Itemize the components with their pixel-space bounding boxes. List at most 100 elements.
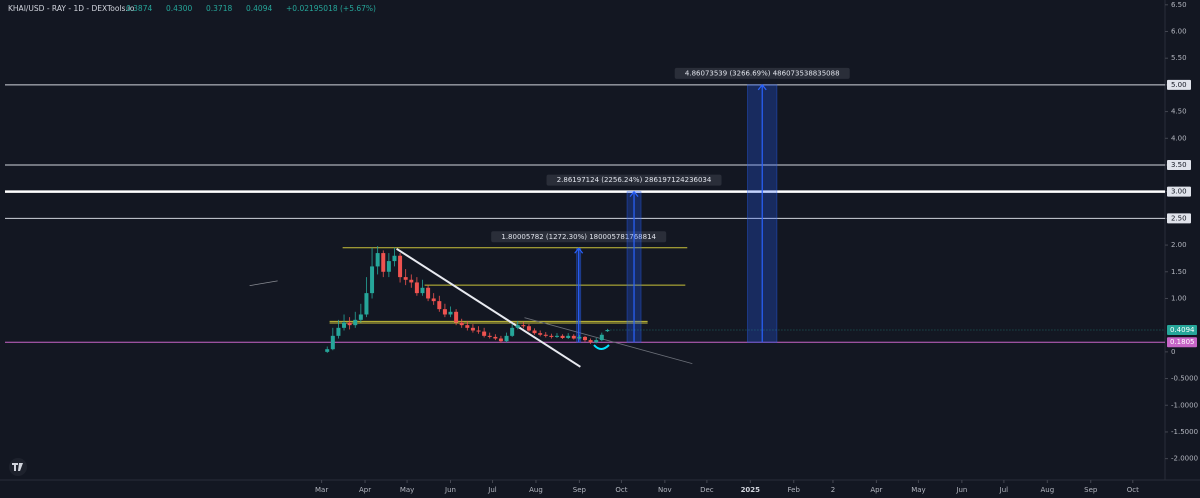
y-tick-label: 6.50	[1171, 1, 1187, 9]
candle-body	[459, 322, 464, 326]
x-tick-label: Mar	[315, 486, 328, 494]
logo-badge	[9, 458, 27, 476]
y-tick-badge	[1167, 79, 1191, 90]
symbol: KHAI/USD - RAY - 1D - DEXTools.io	[8, 4, 135, 13]
x-tick-label: Jul	[999, 486, 1009, 494]
y-tick-label: 2.50	[1171, 214, 1187, 222]
candle-body	[409, 279, 414, 283]
candle-body	[566, 335, 571, 338]
candle-body	[526, 326, 531, 331]
x-tick-label: Nov	[658, 486, 672, 494]
x-tick-label: 2	[831, 486, 835, 494]
x-tick-label: Jun	[955, 486, 967, 494]
candle-body	[448, 311, 453, 315]
candle-body	[554, 335, 559, 337]
y-tick-label: 1.50	[1171, 268, 1187, 276]
candle-body	[353, 319, 358, 326]
candle-body	[426, 287, 431, 299]
candle-body	[510, 327, 515, 336]
y-tick-badge	[1167, 159, 1191, 170]
x-tick-label: Jul	[487, 486, 497, 494]
measure-label-bg	[546, 174, 722, 186]
candle-body	[420, 287, 425, 294]
logo	[9, 458, 27, 476]
y-tick-badge	[1167, 186, 1191, 197]
candle-body	[336, 327, 341, 336]
measure-label-bg	[491, 231, 667, 243]
candle-body	[375, 253, 380, 267]
y-tick-label: 4.00	[1171, 134, 1187, 142]
trend-line	[249, 280, 278, 287]
y-tick-badge	[1167, 213, 1191, 224]
x-tick-label: Sep	[1084, 486, 1098, 494]
candle-body	[325, 349, 330, 352]
measure-arrow-head	[629, 190, 639, 198]
candle-body	[538, 333, 543, 335]
candle-body	[476, 330, 481, 332]
measure-label: 4.86073539 (3266.69%) 486073538835088	[685, 69, 840, 77]
candle-body	[588, 340, 593, 343]
ohlc-value: 0.3874	[126, 4, 152, 13]
trend-line	[396, 247, 581, 368]
candle-body	[364, 293, 369, 315]
x-tick-label: Apr	[359, 486, 371, 494]
level-badge	[1167, 337, 1197, 348]
candle-body	[431, 298, 436, 302]
candle-body	[454, 311, 459, 323]
y-tick-label: 6.00	[1171, 28, 1187, 36]
x-tick-label: Oct	[615, 486, 627, 494]
y-tick-label: 3.50	[1171, 161, 1187, 169]
candle-body	[442, 309, 447, 315]
measure-arrow-head	[574, 247, 584, 254]
measure-label-bg	[674, 67, 850, 79]
candle-body	[594, 340, 599, 343]
candle-body	[392, 255, 397, 262]
candle-body	[347, 322, 352, 326]
candle-body	[493, 336, 498, 339]
candle-body	[521, 325, 526, 327]
y-tick-label: 3.00	[1171, 188, 1187, 196]
last-price-badge	[1167, 324, 1197, 335]
candle-body	[583, 336, 587, 341]
trend-line	[524, 317, 693, 364]
x-tick-label: Feb	[788, 486, 801, 494]
candle-body	[342, 322, 347, 328]
candle-body	[560, 335, 565, 338]
measure-arrow-head	[757, 83, 767, 91]
candle-body	[437, 301, 442, 310]
candle-body	[605, 329, 610, 332]
candles	[325, 246, 610, 353]
candle-body	[465, 325, 470, 328]
level-label: 0.1805	[1170, 338, 1195, 346]
candle-body	[414, 282, 419, 294]
y-tick-label: -2.0000	[1171, 455, 1198, 463]
x-tick-label: Aug	[1040, 486, 1054, 494]
y-tick-label: 5.50	[1171, 54, 1187, 62]
y-tick-label: -0.5000	[1171, 375, 1198, 383]
candle-body	[330, 335, 335, 350]
candle-body	[577, 336, 582, 339]
candle-body	[403, 277, 408, 280]
price-change: +0.02195018 (+5.67%)	[286, 4, 376, 13]
x-tick-label: Apr	[870, 486, 882, 494]
ohlc-value: 0.4094	[246, 4, 272, 13]
candle-body	[381, 253, 386, 272]
y-tick-label: 2.00	[1171, 241, 1187, 249]
candle-body	[370, 266, 375, 294]
candle-body	[549, 335, 554, 337]
x-tick-label: Jun	[444, 486, 456, 494]
x-tick-label: 2025	[741, 486, 761, 494]
candle-body	[515, 325, 520, 328]
y-tick-label: -1.0000	[1171, 401, 1198, 409]
y-tick-label: 4.50	[1171, 108, 1187, 116]
measure-label: 1.80005782 (1272.30%) 180005781768814	[501, 233, 656, 241]
x-tick-label: Dec	[700, 486, 714, 494]
x-tick-label: Oct	[1127, 486, 1139, 494]
candle-body	[571, 335, 576, 339]
y-tick-label: 1.00	[1171, 294, 1187, 302]
ohlc-value: 0.3718	[206, 4, 232, 13]
x-tick-label: May	[400, 486, 414, 494]
measure-label: 2.86197124 (2256.24%) 286197124236034	[557, 176, 712, 184]
